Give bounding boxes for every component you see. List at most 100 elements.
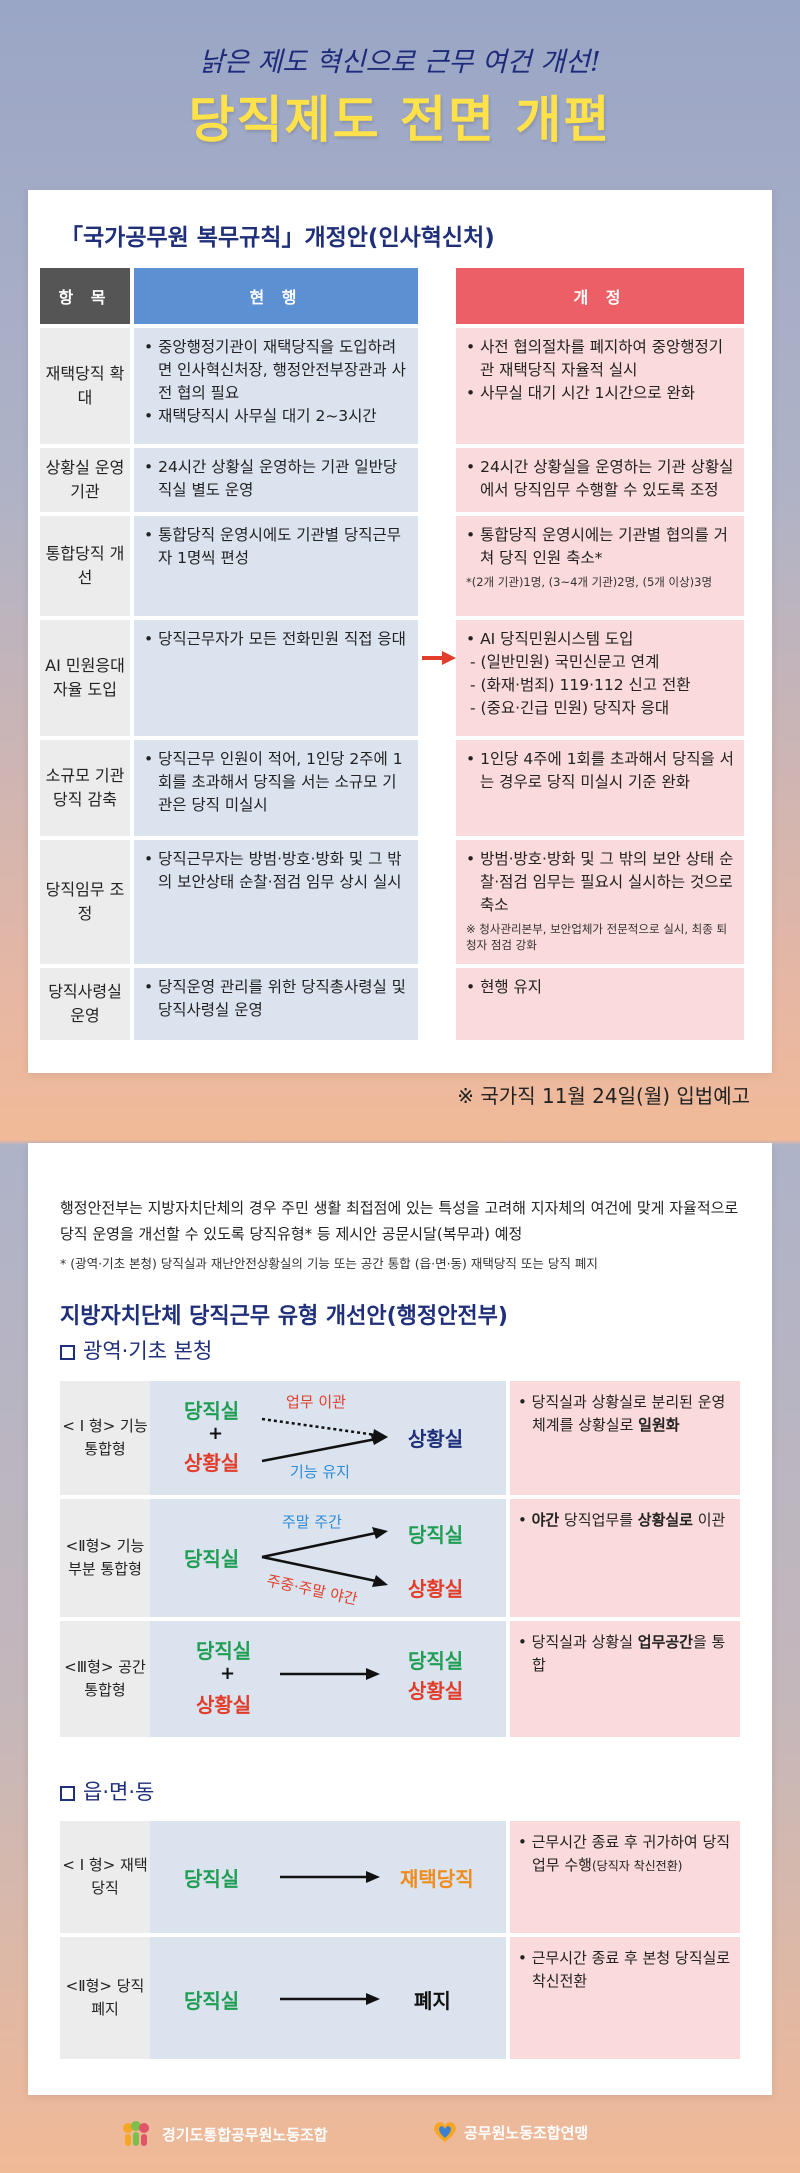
row-note: ※ 청사관리본부, 보안업체가 전문적으로 실시, 최종 퇴청자 점검 강화 xyxy=(466,922,728,952)
node-label: 상황실 xyxy=(408,1577,464,1601)
logo-text: 공무원노동조합연맹 xyxy=(464,2123,589,2142)
arrow-right-icon xyxy=(422,651,456,665)
bullet-text: 사전 협의절차를 폐지하여 중앙행정기관 재택당직 자율적 실시 xyxy=(466,336,734,382)
union-logo-icon xyxy=(123,2121,149,2146)
arrow-right-icon xyxy=(280,1871,380,1883)
node-label: 재택당직 xyxy=(400,1867,474,1891)
bullet-text: 당직근무자는 방범·방호·방화 및 그 밖의 보안상태 순찰·점검 임무 상시 … xyxy=(144,848,408,894)
regulation-title: 「국가공무원 복무규칙」개정안(인사혁신처) xyxy=(60,225,495,251)
row-note: *(2개 기관)1명, (3~4개 기관)2명, (5개 이상)3명 xyxy=(466,575,713,589)
plus-sign: + xyxy=(208,1423,224,1444)
row-revised: 현행 유지 xyxy=(456,968,744,1040)
type-diagram: 당직실 + 상황실 당직실 상황실 xyxy=(150,1621,506,1737)
row-revised: 사전 협의절차를 폐지하여 중앙행정기관 재택당직 자율적 실시 사무실 대기 … xyxy=(456,328,744,444)
row-item: 소규모 기관 당직 감축 xyxy=(40,740,130,836)
node-label: 당직실 xyxy=(184,1547,240,1571)
header-title: 당직제도 전면 개편 xyxy=(188,91,612,149)
bullet-text: 사무실 대기 시간 1시간으로 완화 xyxy=(466,382,734,405)
sub-item: - (화재·범죄) 119·112 신고 전환 xyxy=(470,676,691,694)
footer-logos: 경기도통합공무원노동조합 공무원노동조합연맹 xyxy=(0,2120,800,2148)
type-description: 당직실과 상황실 업무공간을 통합 xyxy=(510,1621,740,1737)
node-label: 당직실 xyxy=(184,1867,240,1891)
bullet-text: 근무시간 종료 후 본청 당직실로 착신전환 xyxy=(518,1947,732,1993)
type-label: <Ⅱ형> 당직폐지 xyxy=(60,1937,150,2059)
flow-label: 업무 이관 xyxy=(286,1393,346,1411)
logo-text: 경기도통합공무원노동조합 xyxy=(162,2125,328,2144)
header-subtitle: 낡은 제도 혁신으로 근무 여건 개선! xyxy=(199,47,601,78)
arrow-right-icon xyxy=(280,1668,380,1680)
type-diagram: 당직실 재택당직 xyxy=(150,1821,506,1933)
bullet-text: 당직근무 인원이 적어, 1인당 2주에 1회를 초과해서 당직을 서는 소규모… xyxy=(144,748,408,817)
node-label: 상황실 xyxy=(196,1693,252,1717)
type-description: 당직실과 상황실로 분리된 운영 체계를 상황실로 일원화 xyxy=(510,1381,740,1495)
row-current: 당직운영 관리를 위한 당직총사령실 및 당직사령실 운영 xyxy=(134,968,418,1040)
type-label: < I 형> 재택당직 xyxy=(60,1821,150,1933)
bullet-text: 중앙행정기관이 재택당직을 도입하려면 인사혁신처장, 행정안전부장관과 사전 … xyxy=(144,336,408,405)
type-label: < I 형> 기능 통합형 xyxy=(60,1381,150,1495)
node-label: 당직실 xyxy=(196,1639,252,1663)
bullet-text: 재택당직시 사무실 대기 2~3시간 xyxy=(144,405,408,428)
split-arrows-icon xyxy=(261,1527,388,1587)
row-current: 당직근무자가 모든 전화민원 직접 응대 xyxy=(134,620,418,736)
type-description: 야간 당직업무를 상황실로 이관 xyxy=(510,1499,740,1617)
row-item: 통합당직 개선 xyxy=(40,516,130,616)
row-revised: 1인당 4주에 1회를 초과해서 당직을 서는 경우로 당직 미실시 기준 완화 xyxy=(456,740,744,836)
plus-sign: + xyxy=(220,1663,236,1684)
page-header: 낡은 제도 혁신으로 근무 여건 개선! 당직제도 전면 개편 xyxy=(0,0,800,190)
node-label: 당직실 xyxy=(408,1523,464,1547)
row-current: 통합당직 운영시에도 기관별 당직근무자 1명씩 편성 xyxy=(134,516,418,616)
row-current: 당직근무자는 방범·방호·방화 및 그 밖의 보안상태 순찰·점검 임무 상시 … xyxy=(134,840,418,964)
bullet-text: 야간 당직업무를 상황실로 이관 xyxy=(518,1509,732,1532)
bullet-text: 1인당 4주에 1회를 초과해서 당직을 서는 경우로 당직 미실시 기준 완화 xyxy=(466,748,734,794)
bullet-text: 당직운영 관리를 위한 당직총사령실 및 당직사령실 운영 xyxy=(144,976,408,1022)
header-item: 항 목 xyxy=(40,268,130,324)
node-label: 당직실 xyxy=(184,1989,240,2013)
type-description: 근무시간 종료 후 본청 당직실로 착신전환 xyxy=(510,1937,740,2059)
bullet-text: 당직실과 상황실 업무공간을 통합 xyxy=(518,1631,732,1677)
intro-text: 행정안전부는 지방자치단체의 경우 주민 생활 최접점에 있는 특성을 고려해 … xyxy=(60,1199,739,1243)
logo-gyeonggi: 경기도통합공무원노동조합 xyxy=(120,2120,328,2148)
flow-label: 주말 주간 xyxy=(282,1513,342,1531)
row-item: 당직임무 조정 xyxy=(40,840,130,964)
type-diagram: 당직실 주말 주간 주중·주말 야간 당직실 상황실 xyxy=(150,1499,506,1617)
header-revised: 개 정 xyxy=(456,268,744,324)
row-item: AI 민원응대 자율 도입 xyxy=(40,620,130,736)
node-label: 당직실 xyxy=(408,1649,464,1673)
bullet-text: AI 당직민원시스템 도입 xyxy=(466,628,734,651)
logo-federation: 공무원노동조합연맹 xyxy=(430,2120,588,2144)
bullet-text: 근무시간 종료 후 귀가하여 당직업무 수행(당직자 착신전환) xyxy=(518,1831,732,1878)
arrow-right-icon xyxy=(280,1993,380,2005)
row-current: 24시간 상황실 운영하는 기관 일반당직실 별도 운영 xyxy=(134,448,418,512)
local-gov-card: 행정안전부는 지방자치단체의 경우 주민 생활 최접점에 있는 특성을 고려해 … xyxy=(28,1143,772,2095)
flow-arrows-icon xyxy=(261,1417,388,1463)
row-item: 상황실 운영 기관 xyxy=(40,448,130,512)
node-label: 상황실 xyxy=(408,1679,464,1703)
node-label: 폐지 xyxy=(414,1989,451,2013)
row-revised: AI 당직민원시스템 도입 - (일반민원) 국민신문고 연계 - (화재·범죄… xyxy=(456,620,744,736)
type-label: <Ⅱ형> 기능 부분 통합형 xyxy=(60,1499,150,1617)
node-label: 당직실 xyxy=(184,1399,240,1423)
legislative-notice: ※ 국가직 11월 24일(월) 입법예고 xyxy=(457,1084,750,1108)
row-revised: 24시간 상황실을 운영하는 기관 상황실에서 당직임무 수행할 수 있도록 조… xyxy=(456,448,744,512)
bullet-text: 현행 유지 xyxy=(466,976,734,999)
type-diagram: 당직실 + 상황실 업무 이관 기능 유지 상황실 xyxy=(150,1381,506,1495)
type-description: 근무시간 종료 후 귀가하여 당직업무 수행(당직자 착신전환) xyxy=(510,1821,740,1933)
sub-item: - (중요·긴급 민원) 당직자 응대 xyxy=(470,699,670,717)
section-heading: 광역·기초 본청 xyxy=(60,1335,212,1365)
bullet-text: 방범·방호·방화 및 그 밖의 보안 상태 순찰·점검 임무는 필요시 실시하는… xyxy=(466,848,734,917)
node-label: 상황실 xyxy=(408,1427,464,1451)
row-item: 재택당직 확대 xyxy=(40,328,130,444)
row-item: 당직사령실 운영 xyxy=(40,968,130,1040)
bullet-text: 24시간 상황실을 운영하는 기관 상황실에서 당직임무 수행할 수 있도록 조… xyxy=(466,456,734,502)
flow-label: 기능 유지 xyxy=(290,1463,350,1481)
federation-logo-icon xyxy=(434,2122,456,2142)
node-label: 상황실 xyxy=(184,1451,240,1475)
bullet-text: 통합당직 운영시에는 기관별 협의를 거쳐 당직 인원 축소* xyxy=(466,524,734,570)
row-revised: 방범·방호·방화 및 그 밖의 보안 상태 순찰·점검 임무는 필요시 실시하는… xyxy=(456,840,744,964)
bullet-text: 당직실과 상황실로 분리된 운영 체계를 상황실로 일원화 xyxy=(518,1391,732,1437)
intro-footnote: * (광역·기초 본청) 당직실과 재난안전상황실의 기능 또는 공간 통합 (… xyxy=(60,1256,598,1271)
type-label: <Ⅲ형> 공간 통합형 xyxy=(60,1621,150,1737)
row-current: 중앙행정기관이 재택당직을 도입하려면 인사혁신처장, 행정안전부장관과 사전 … xyxy=(134,328,418,444)
local-gov-title: 지방자치단체 당직근무 유형 개선안(행정안전부) xyxy=(60,1304,508,1329)
row-revised: 통합당직 운영시에는 기관별 협의를 거쳐 당직 인원 축소* *(2개 기관)… xyxy=(456,516,744,616)
